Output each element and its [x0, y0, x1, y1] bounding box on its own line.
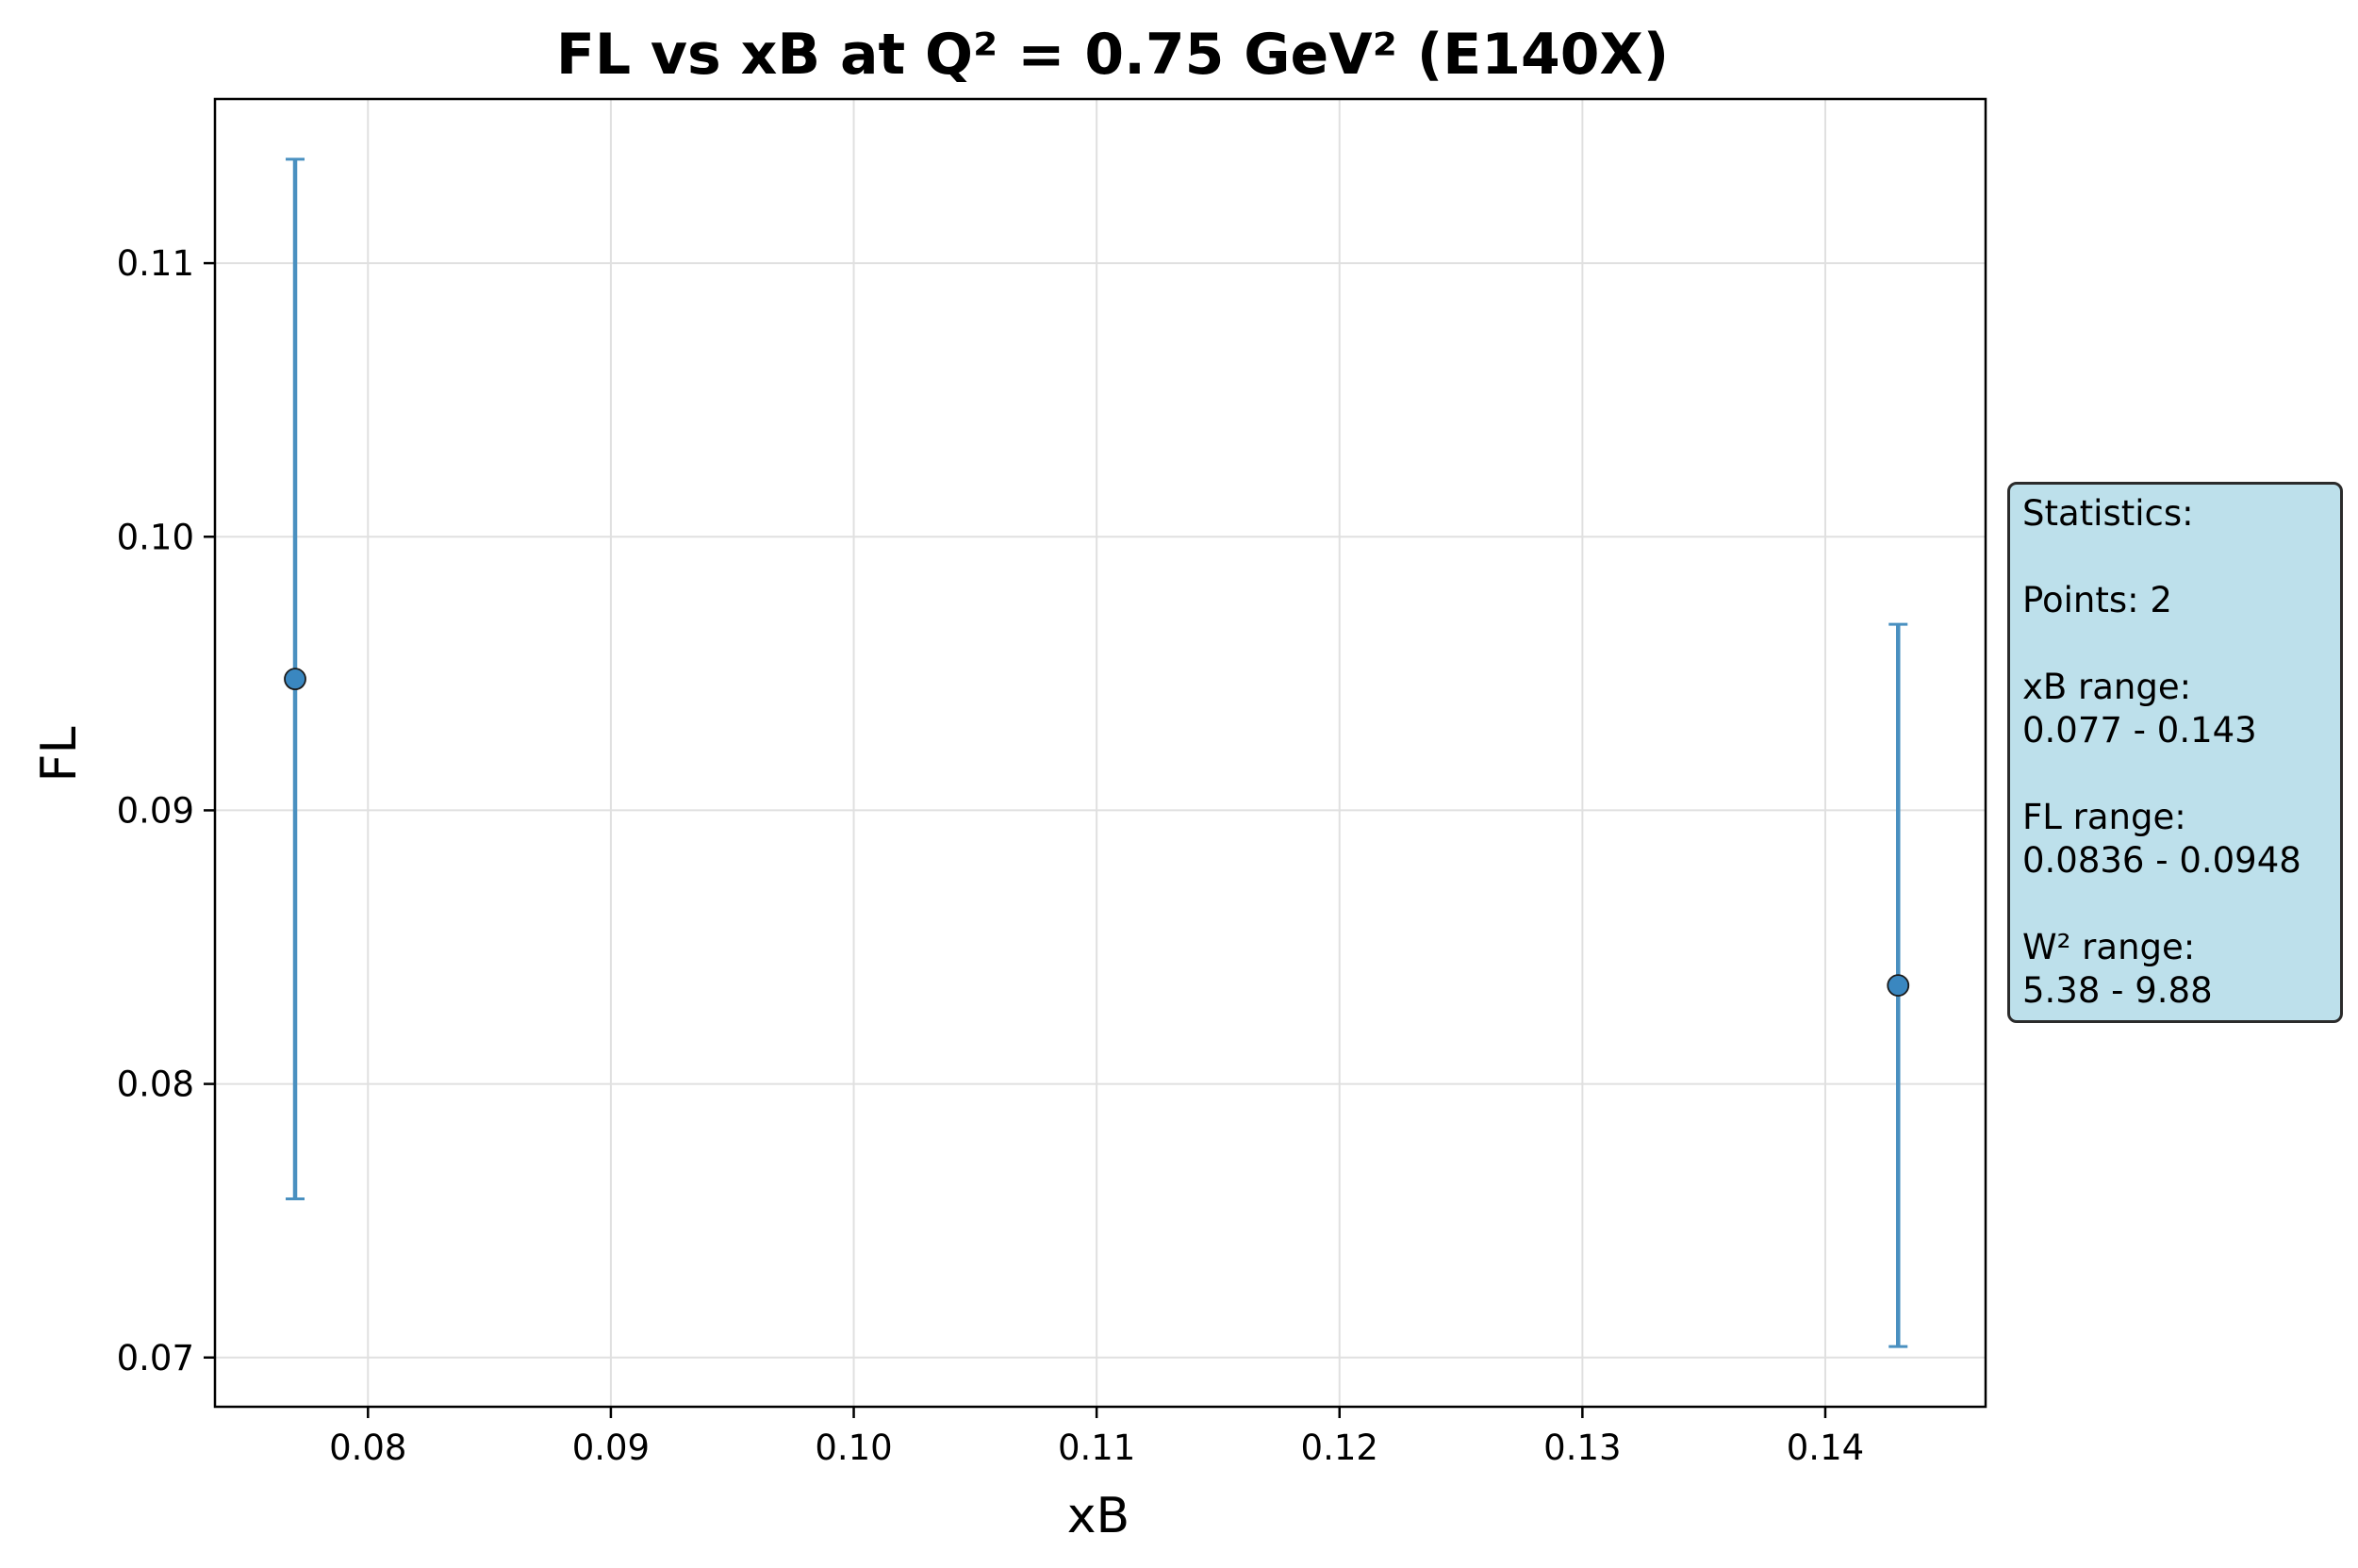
y-tick-label: 0.09	[117, 790, 194, 831]
data-point	[284, 668, 306, 691]
x-tick-label: 0.13	[1543, 1428, 1621, 1468]
stats-line: FL range:	[2022, 797, 2186, 837]
y-tick-label: 0.07	[117, 1338, 194, 1378]
y-tick-label: 0.10	[117, 517, 194, 557]
stats-line	[2022, 536, 2340, 579]
statistics-box: Statistics: Points: 2 xB range: 0.077 - 0…	[2007, 482, 2343, 1023]
stats-line	[2022, 752, 2340, 796]
plot-area	[213, 97, 1987, 1409]
stats-line: Statistics:	[2022, 493, 2194, 534]
data-point	[1887, 974, 1910, 998]
x-tick-label: 0.12	[1301, 1428, 1378, 1468]
y-axis-label: FL	[31, 727, 88, 783]
grid	[215, 99, 1986, 1407]
x-tick-label: 0.11	[1058, 1428, 1135, 1468]
stats-line: 0.077 - 0.143	[2022, 710, 2257, 751]
x-tick-label: 0.14	[1787, 1428, 1864, 1468]
stats-line: xB range:	[2022, 667, 2192, 707]
x-axis-label: xB	[1067, 1488, 1130, 1544]
x-tick-label: 0.09	[572, 1428, 650, 1468]
x-tick-label: 0.08	[329, 1428, 406, 1468]
stats-line: W² range:	[2022, 927, 2196, 967]
stats-line	[2022, 622, 2340, 666]
y-tick-label: 0.11	[117, 243, 194, 284]
stats-line: 0.0836 - 0.0948	[2022, 840, 2301, 881]
data-marks	[284, 157, 1910, 1348]
axis-ticks: 0.08 0.09 0.10 0.11 0.12 0.13 0.14 0.07 0.08 0.09…	[117, 243, 1865, 1468]
stats-line: Points: 2	[2022, 580, 2172, 620]
stats-line	[2022, 883, 2340, 926]
y-tick-label: 0.08	[117, 1065, 194, 1105]
chart-title: FL vs xB at Q² = 0.75 GeV² (E140X)	[556, 22, 1669, 88]
stats-line: 5.38 - 9.88	[2022, 970, 2213, 1011]
x-tick-label: 0.10	[815, 1428, 892, 1468]
